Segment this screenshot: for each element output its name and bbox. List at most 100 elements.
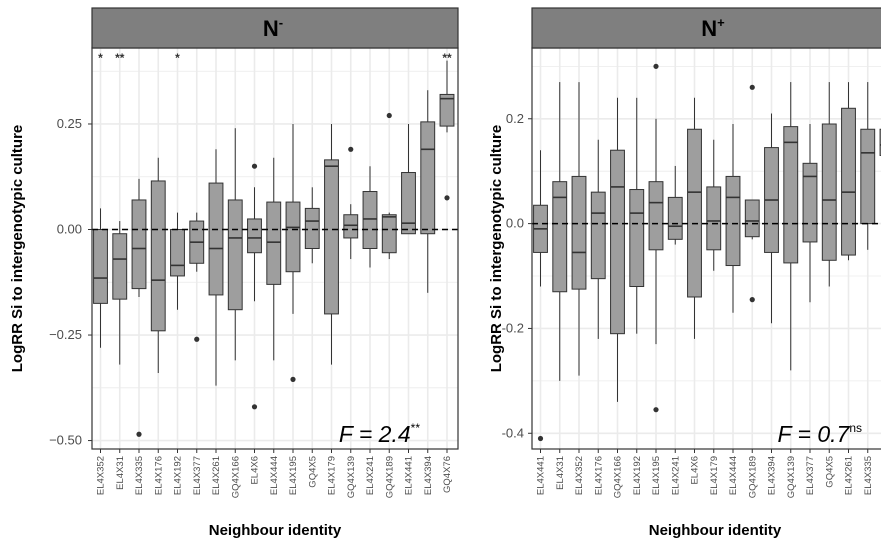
y-axis-title: LogRR Si to intergenotypic culture — [488, 125, 505, 373]
panel-strip — [531, 7, 881, 49]
outlier-point — [348, 146, 354, 152]
x-tick-label: GQ4X189 — [384, 456, 395, 498]
box-body — [247, 218, 262, 254]
box-el4x176: EL4X176 — [150, 157, 166, 495]
box-body — [227, 199, 243, 311]
y-axis-title: LogRR Si to intergenotypic culture — [9, 125, 26, 373]
outlier-point — [136, 431, 142, 437]
x-axis-title: Neighbour identity — [209, 522, 342, 539]
box-gq4x5: GQ4X5 — [821, 82, 837, 488]
box-el4x179: EL4X179 — [324, 123, 339, 495]
box-body — [439, 93, 455, 127]
box-body — [706, 186, 722, 251]
box-el4x444: EL4X444 — [266, 157, 282, 495]
y-tick-label: 0.25 — [57, 116, 82, 131]
significance-marker: * — [175, 51, 180, 65]
x-tick-label: EL4X394 — [423, 456, 434, 495]
y-tick-label: −0.50 — [49, 433, 82, 448]
box-body — [381, 214, 397, 254]
box-body — [150, 180, 166, 332]
x-tick-label: EL4X444 — [269, 456, 280, 495]
x-tick-label: EL4X192 — [173, 456, 184, 495]
y-tick-label: -0.4 — [502, 425, 524, 440]
x-tick-label: EL4X192 — [632, 456, 643, 495]
x-tick-label: EL4X352 — [96, 456, 107, 495]
x-tick-label: GQ4X139 — [346, 456, 357, 498]
x-tick-label: EL4X444 — [728, 456, 739, 495]
box-el4x335: EL4X335 — [131, 178, 147, 495]
x-tick-label: GQ4X5 — [307, 456, 318, 488]
x-tick-label: EL4X352 — [574, 456, 585, 495]
x-tick-label: EL4X335 — [134, 456, 145, 495]
box-body — [112, 233, 128, 300]
x-tick-label: EL4X179 — [327, 456, 338, 495]
box-body — [610, 149, 625, 335]
outlier-point — [749, 297, 755, 303]
f-statistic-significance: ns — [849, 421, 862, 435]
panel-title-superscript: + — [717, 15, 725, 30]
box-el4x31: EL4X31 ** — [112, 51, 128, 490]
box-el4x176: EL4X176 — [590, 139, 606, 495]
box-body — [687, 128, 702, 298]
x-tick-label: GQ4X189 — [747, 456, 758, 498]
outlier-point — [386, 112, 392, 119]
box-body — [821, 123, 837, 261]
panel-strip — [91, 7, 459, 49]
y-tick-label: -0.2 — [502, 320, 524, 335]
box-el4x377: EL4X377 — [802, 124, 818, 495]
box-body — [744, 199, 760, 238]
box-el4x6: EL4X6 — [687, 97, 702, 485]
panel-title-superscript: - — [279, 15, 283, 30]
x-tick-label: EL4X241 — [670, 456, 681, 495]
x-tick-label: EL4X441 — [536, 456, 547, 495]
x-tick-label: EL4X195 — [288, 456, 299, 495]
box-el4x195: EL4X195 — [648, 63, 664, 495]
y-tick-label: 0.2 — [506, 111, 524, 126]
panel-title: N+ — [701, 15, 725, 41]
box-body — [285, 201, 301, 273]
box-el4x335: EL4X335 — [860, 82, 876, 495]
box-el4x441: EL4X441 — [401, 123, 416, 495]
panel-n-plus: -0.4 -0.2 0.0 0.2 EL4X441 EL4X31 EL4X352 EL4X17… — [488, 7, 881, 539]
y-tick-label: 0.0 — [506, 216, 524, 231]
box-body — [667, 196, 683, 240]
box-body — [552, 181, 568, 293]
box-body — [629, 189, 645, 288]
box-body — [208, 182, 224, 296]
box-el4x31: EL4X31 — [552, 82, 568, 490]
box-body — [131, 199, 147, 290]
box-body — [420, 121, 436, 235]
f-statistic-annotation: F = 2.4** — [339, 421, 420, 447]
f-statistic-significance: ** — [411, 421, 421, 435]
box-el4x394: EL4X394 — [420, 90, 436, 495]
box-body — [304, 207, 320, 249]
outlier-point — [194, 336, 200, 342]
x-tick-label: EL4X377 — [805, 456, 816, 495]
box-gq4x189: GQ4X189 — [744, 84, 760, 498]
outlier-point — [749, 84, 755, 90]
box-el4x195: EL4X195 — [285, 123, 301, 495]
f-statistic-annotation: F = 0.7ns — [777, 421, 862, 447]
y-tick-label: −0.25 — [49, 327, 82, 342]
panel-title-main: N — [263, 16, 279, 41]
box-body — [266, 201, 282, 285]
outlier-point — [537, 435, 544, 442]
f-statistic-text: F = 2.4 — [339, 421, 411, 447]
box-el4x192: EL4X192 — [629, 97, 645, 495]
box-el4x444: EL4X444 — [725, 124, 741, 495]
box-el4x261: EL4X261 — [841, 82, 856, 495]
box-el4x241: EL4X241 — [667, 165, 683, 495]
box-el4x352: EL4X352 — [571, 82, 587, 495]
x-tick-label: EL4X176 — [593, 456, 604, 495]
box-body — [343, 214, 359, 239]
box-el4x441: EL4X441 — [533, 150, 548, 495]
outlier-point — [251, 404, 258, 410]
box-el4x261: EL4X261 — [208, 149, 224, 495]
box-body — [648, 181, 664, 251]
box-el4x6: EL4X6 — [247, 163, 262, 485]
outlier-point — [290, 376, 296, 382]
box-gq4x5: GQ4X5 — [304, 187, 320, 488]
x-tick-label: GQ4X166 — [230, 456, 241, 498]
box-body — [362, 191, 378, 250]
